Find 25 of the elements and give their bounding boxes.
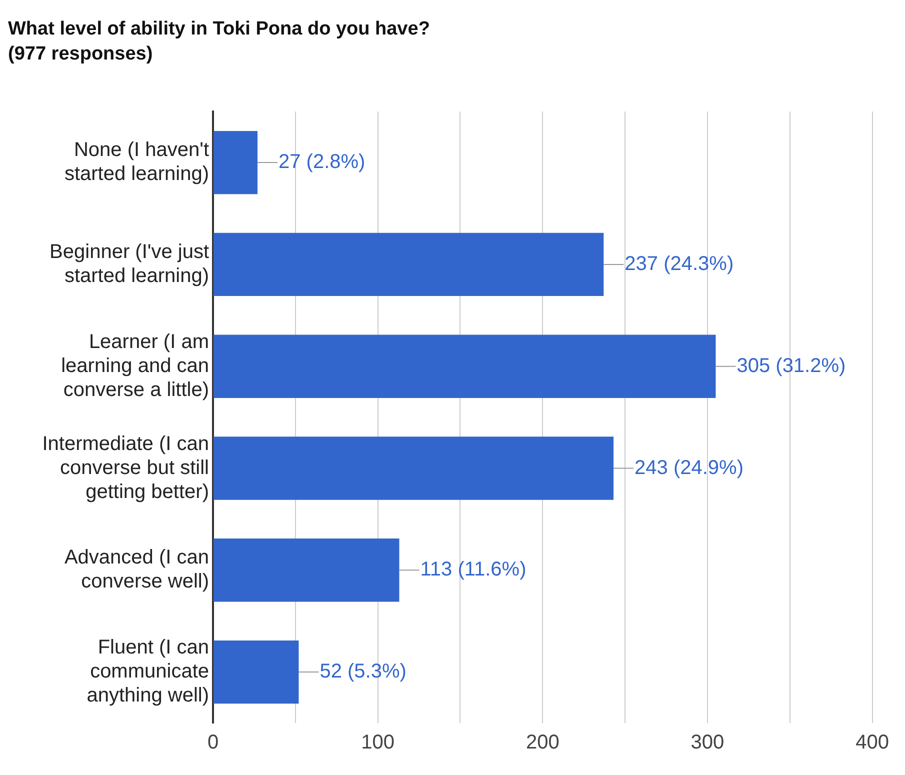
data-label: 27 (2.8%)	[278, 151, 366, 174]
chart-subtitle: (977 responses)	[8, 43, 153, 64]
x-tick-label: 200	[526, 732, 560, 754]
y-tick-label: Learner (I am learning and can converse a little)	[61, 330, 209, 401]
chart-title: What level of ability in Toki Pona do you have?	[8, 18, 430, 40]
data-label: 113 (11.6%)	[420, 558, 526, 581]
x-tick-label: 100	[361, 732, 395, 754]
data-label: 52 (5.3%)	[320, 660, 406, 683]
bar	[214, 538, 400, 602]
y-tick-label: None (I haven't started learning)	[64, 139, 210, 186]
y-tick-label: Beginner (I've just started learning)	[50, 240, 210, 287]
x-tick-label: 300	[690, 732, 724, 754]
x-tick-label: 400	[856, 732, 890, 754]
y-tick-label: Intermediate (I can converse but still getting better)	[42, 432, 209, 503]
bar	[214, 640, 299, 704]
bar	[214, 232, 604, 296]
bar	[214, 334, 716, 398]
y-tick-label: Fluent (I can communicate anything well)	[86, 636, 209, 707]
x-tick-label: 0	[207, 732, 219, 754]
y-tick-label: Advanced (I can converse well)	[64, 546, 209, 593]
data-label: 237 (24.3%)	[624, 252, 734, 275]
bar	[214, 436, 614, 500]
bar	[214, 130, 258, 194]
data-label: 305 (31.2%)	[736, 354, 846, 377]
data-label: 243 (24.9%)	[634, 456, 744, 479]
